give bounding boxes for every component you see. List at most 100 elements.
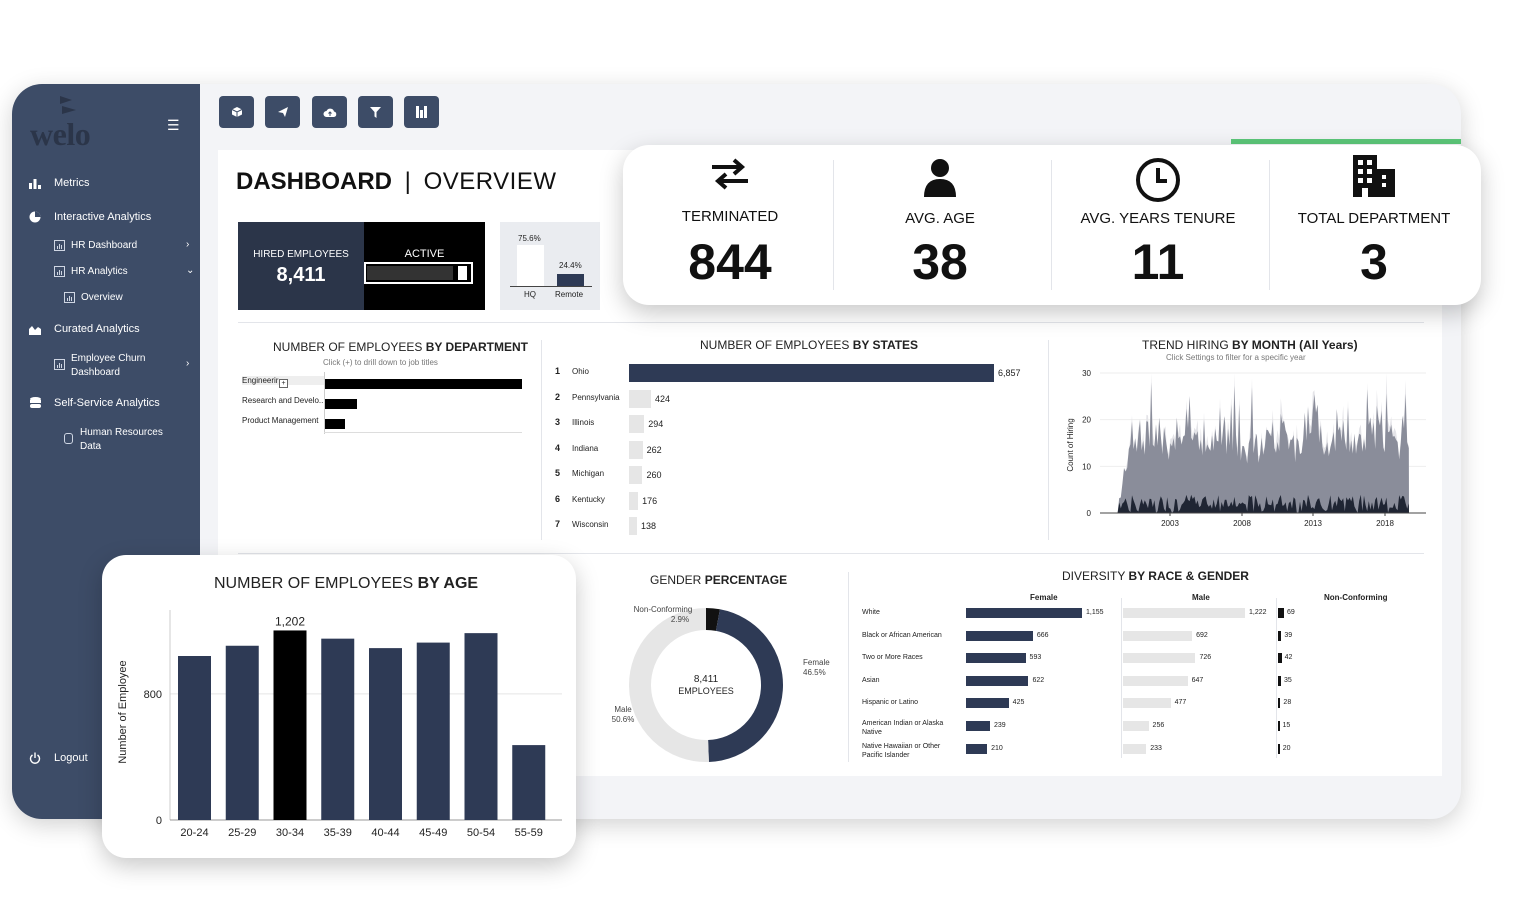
kpi-value: 3	[1360, 234, 1388, 290]
sidebar-item-employee-churn[interactable]: Employee Churn Dashboard	[54, 352, 145, 380]
page-title-main: DASHBOARD	[236, 168, 392, 195]
dept-chart-subtitle: Click (+) to drill down to job titles	[323, 358, 438, 367]
dept-chart-title: NUMBER OF EMPLOYEES BY DEPARTMENT	[273, 340, 528, 354]
male-value: 477	[1174, 699, 1187, 707]
nc-value: 28	[1283, 699, 1292, 707]
sidebar-item-human-resources-data[interactable]: Human Resources Data	[64, 426, 163, 454]
logout-button[interactable]: Logout	[28, 751, 88, 765]
divider	[238, 553, 1424, 554]
y-axis-label: Number of Employee	[117, 660, 129, 763]
female-bar	[966, 608, 1082, 618]
x-tick-label: 50-54	[467, 827, 495, 839]
send-button[interactable]	[265, 96, 300, 128]
x-tick-label: 45-49	[419, 827, 447, 839]
y-tick-label: 20	[1082, 416, 1091, 425]
sidebar-item-label: Self-Service Analytics	[54, 397, 160, 409]
state-name: Pennsylvania	[572, 392, 620, 402]
nc-value: 69	[1287, 609, 1295, 616]
sidebar-item-self-service-analytics[interactable]: Self-Service Analytics	[28, 396, 160, 410]
male-bar	[1123, 653, 1196, 664]
state-name: Michigan	[572, 469, 605, 478]
cube-button[interactable]	[219, 96, 254, 128]
kpi-value: 844	[688, 234, 772, 290]
sidebar-item-curated-analytics[interactable]: Curated Analytics	[28, 322, 140, 336]
male-bar	[1123, 698, 1171, 709]
dept-baseline	[324, 432, 522, 433]
sidebar-item-label-line1: Human Resources	[80, 427, 163, 438]
active-progress-fill	[367, 266, 453, 280]
male-bar	[1123, 721, 1149, 731]
donut-label: Male	[614, 705, 632, 714]
state-name: Wisconsin	[572, 520, 609, 529]
kpi-avg-years-tenure[interactable]: AVG. YEARS TENURE 11	[1051, 145, 1265, 305]
dept-title-bold: BY DEPARTMENT	[425, 340, 528, 354]
logo: welo	[30, 94, 150, 154]
divider	[1121, 598, 1122, 758]
logo-text: welo	[30, 116, 91, 152]
menu-toggle-icon[interactable]: ☰	[167, 117, 180, 133]
trend-chart: 30 20 10 0 Count of Hiring 2003 2008 2013 2018	[1066, 369, 1426, 528]
clock-icon	[1051, 157, 1265, 203]
remote-bar	[557, 273, 584, 287]
dept-label[interactable]: Product Management	[242, 416, 319, 425]
x-tick-label: 30-34	[276, 827, 304, 839]
active-tile[interactable]: ACTIVE	[364, 222, 485, 310]
power-icon	[28, 751, 42, 765]
sidebar-item-overview[interactable]: Overview	[64, 292, 123, 303]
cloud-icon	[323, 108, 336, 117]
kpi-label: TERMINATED	[681, 208, 779, 225]
chevron-right-icon[interactable]: ›	[186, 358, 190, 369]
page-title: DASHBOARD | OVERVIEW	[236, 168, 557, 196]
active-label: ACTIVE	[404, 248, 445, 260]
state-bar	[629, 415, 645, 433]
race-label: Black or African American	[862, 631, 942, 639]
state-rank: 7	[555, 519, 561, 529]
donut-label: 50.6%	[612, 715, 635, 724]
sidebar-item-hr-dashboard[interactable]: HR Dashboard	[54, 240, 137, 251]
state-value: 262	[646, 444, 662, 455]
trend-title-prefix: TREND HIRING	[1142, 338, 1229, 352]
hq-label: HQ	[524, 290, 536, 299]
title-separator: |	[404, 168, 411, 195]
donut-label: Non-Conforming	[634, 605, 693, 614]
filter-button[interactable]	[358, 96, 393, 128]
age-chart-card: NUMBER OF EMPLOYEES BY AGE 0 800 Number of…	[102, 555, 576, 858]
active-progress-marker	[458, 266, 467, 280]
dept-label[interactable]: Research and Develo...	[242, 396, 324, 405]
state-bar	[629, 491, 639, 510]
diversity-chart-title: DIVERSITY BY RACE & GENDER	[1062, 569, 1249, 583]
divider	[1051, 160, 1052, 290]
dept-axis	[324, 372, 325, 434]
x-tick-label: 2008	[1233, 519, 1251, 528]
hired-employees-tile[interactable]: HIRED EMPLOYEES 8,411	[238, 222, 364, 310]
y-tick-label: 10	[1082, 462, 1091, 471]
chevron-right-icon[interactable]: ›	[186, 239, 190, 250]
nc-value: 42	[1284, 654, 1293, 662]
sidebar-item-interactive-analytics[interactable]: Interactive Analytics	[28, 210, 151, 224]
remote-percent: 24.4%	[559, 261, 582, 270]
pie-chart-icon	[28, 210, 42, 224]
sidebar-item-metrics[interactable]: Metrics	[28, 176, 89, 190]
filter-icon	[370, 106, 381, 118]
chevron-down-icon[interactable]: ⌄	[186, 265, 195, 276]
kpi-terminated[interactable]: TERMINATED 844	[623, 145, 837, 305]
kpi-avg-age[interactable]: AVG. AGE 38	[833, 145, 1047, 305]
columns-button[interactable]	[404, 96, 439, 128]
cylinder-icon	[64, 433, 73, 444]
male-value: 692	[1196, 631, 1208, 639]
state-rank: 2	[555, 391, 561, 402]
sidebar-item-hr-analytics[interactable]: HR Analytics	[54, 266, 128, 277]
state-bar	[629, 440, 643, 459]
divider	[1269, 160, 1270, 290]
hq-remote-chart[interactable]: 75.6% 24.4% HQ Remote	[500, 222, 600, 310]
nc-value: 20	[1282, 744, 1291, 752]
building-icon	[1267, 153, 1481, 199]
female-value: 622	[1032, 676, 1045, 684]
expand-plus-icon[interactable]: +	[279, 379, 288, 388]
male-bar	[1123, 675, 1188, 686]
female-value: 210	[991, 744, 1003, 752]
trend-chart-title: TREND HIRING BY MONTH (All Years)	[1142, 338, 1358, 352]
cloud-upload-button[interactable]	[312, 96, 347, 128]
database-icon	[28, 396, 42, 410]
kpi-total-department[interactable]: TOTAL DEPARTMENT 3	[1267, 145, 1481, 305]
